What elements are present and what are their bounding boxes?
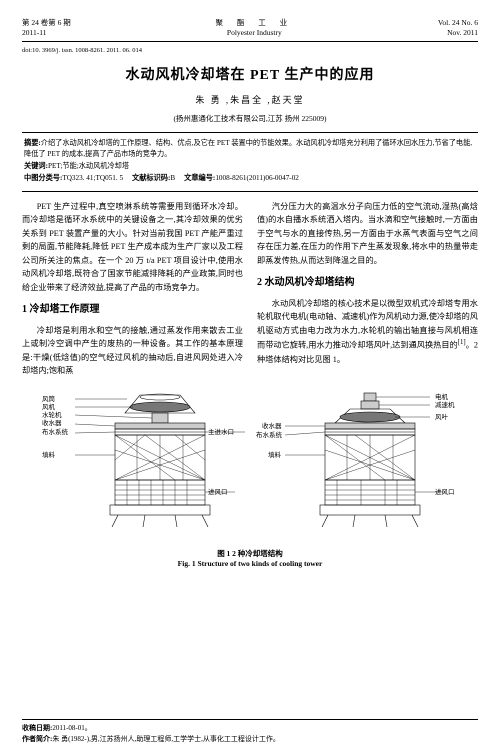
label-shoushuiqi-l: 收水器 [42, 418, 62, 427]
label-tianliao-l: 填料 [42, 450, 56, 459]
received-label: 收稿日期: [22, 724, 52, 732]
keywords-text: PET;节能;水动风机冷却塔 [48, 162, 129, 170]
author-bio: 朱 勇(1982-),男,江苏扬州人,助理工程师,工学学士,从事化工工程设计工作… [52, 735, 280, 743]
right-column: 汽分压力大的高温水分子向压力低的空气流动,湿热(高焓值)的水自播水系统洒入塔内。… [257, 200, 478, 380]
journal-name-en: Polyester Industry [216, 28, 294, 38]
reference-1: [1] [458, 339, 466, 346]
article-id-label: 文章编号: [184, 174, 215, 182]
section-2-paragraph: 水动风机冷却塔的核心技术是以微型双机式冷却塔专用水轮机取代电机(电动轴、减速机)… [257, 297, 478, 366]
right-paragraph-1: 汽分压力大的高温水分子向压力低的空气流动,湿热(高焓值)的水自播水系统洒入塔内。… [257, 200, 478, 268]
volume-en: Vol. 24 No. 6 [438, 18, 478, 28]
date-en: Nov. 2011 [438, 28, 478, 38]
label-tianliao-r: 填料 [268, 450, 282, 459]
label-jinfeng-l: 进风口 [208, 488, 228, 496]
article-footer: 收稿日期:2011-08-01。 作者简介:朱 勇(1982-),男,江苏扬州人… [22, 719, 478, 744]
clc-label: 中图分类号: [24, 174, 62, 182]
received-date-line: 收稿日期:2011-08-01。 [22, 723, 478, 734]
section-1-heading: 1 冷却塔工作原理 [22, 302, 243, 319]
label-jinfeng-r: 进风口 [435, 488, 455, 496]
issue-date: 2011-11 [22, 28, 71, 38]
journal-name-cn: 聚 酯 工 业 [216, 18, 294, 28]
abstract-text: 介绍了水动风机冷却塔的工作原理、结构、优点,及它在 PET 装置中的节能效果。水… [24, 139, 472, 158]
received-date: 2011-08-01。 [52, 724, 91, 732]
affiliation: (扬州惠通化工技术有限公司,江苏 扬州 225009) [22, 113, 478, 124]
journal-header: 第 24 卷第 6 期 2011-11 聚 酯 工 业 Polyester In… [22, 18, 478, 42]
label-dianji: 电机 [435, 392, 449, 401]
label-jiansuji: 减速机 [435, 400, 455, 409]
label-fengtong: 风筒 [42, 394, 56, 403]
abstract-block: 摘要:介绍了水动风机冷却塔的工作原理、结构、优点,及它在 PET 装置中的节能效… [22, 132, 478, 192]
keywords-line: 关键词:PET;节能;水动风机冷却塔 [24, 161, 476, 172]
abstract-line: 摘要:介绍了水动风机冷却塔的工作原理、结构、优点,及它在 PET 装置中的节能效… [24, 138, 476, 160]
classification-line: 中图分类号:TQ323. 41;TQ051. 5 文献标识码:B 文章编号:10… [24, 173, 476, 184]
section-2-heading: 2 水动风机冷却塔结构 [257, 275, 478, 292]
label-shoushuiqi-r: 收水器 [262, 421, 282, 430]
cooling-tower-diagram: 风筒 风机 水轮机 收水器 布水系统 填料 主进水口 进风口 [40, 390, 460, 545]
author-bio-label: 作者简介: [22, 735, 52, 743]
article-id: 1008-8261(2011)06-0047-02 [215, 174, 299, 182]
body-columns: PET 生产过程中,真空喷淋系统等需要用到循环水冷却。而冷却塔是循环水系统中的关… [22, 200, 478, 380]
header-center: 聚 酯 工 业 Polyester Industry [216, 18, 294, 38]
header-left: 第 24 卷第 6 期 2011-11 [22, 18, 71, 38]
label-bushui-l: 布水系统 [42, 427, 69, 436]
p2-text: 水动风机冷却塔的核心技术是以微型双机式冷却塔专用水轮机取代电机(电动轴、减速机)… [257, 299, 478, 350]
figure-caption-en: Fig. 1 Structure of two kinds of cooling… [22, 559, 478, 570]
intro-paragraph: PET 生产过程中,真空喷淋系统等需要用到循环水冷却。而冷却塔是循环水系统中的关… [22, 200, 243, 295]
label-zhujinshui: 主进水口 [208, 427, 234, 436]
abstract-label: 摘要: [24, 139, 41, 147]
section-1-paragraph: 冷却塔是利用水和空气的接触,通过蒸发作用来散去工业上或制冷空调中产生的废热的一种… [22, 324, 243, 378]
label-bushui-r: 布水系统 [256, 430, 283, 439]
doi: doi:10. 3969/j. issn. 1008-8261. 2011. 0… [22, 46, 478, 56]
authors: 朱 勇 ,朱昌全 ,赵天堂 [22, 94, 478, 108]
author-bio-line: 作者简介:朱 勇(1982-),男,江苏扬州人,助理工程师,工学学士,从事化工工… [22, 734, 478, 745]
doc-code-label: 文献标识码: [132, 174, 170, 182]
header-right: Vol. 24 No. 6 Nov. 2011 [438, 18, 478, 38]
label-shuiji: 水轮机 [42, 410, 62, 419]
left-column: PET 生产过程中,真空喷淋系统等需要用到循环水冷却。而冷却塔是循环水系统中的关… [22, 200, 243, 380]
label-fengye: 风叶 [435, 412, 449, 421]
clc-text: TQ323. 41;TQ051. 5 [62, 174, 123, 182]
doc-code: B [170, 174, 175, 182]
keywords-label: 关键词: [24, 162, 48, 170]
figure-caption: 图 1 2 种冷却塔结构 Fig. 1 Structure of two kin… [22, 549, 478, 570]
label-fengji: 风机 [42, 402, 56, 411]
volume-issue: 第 24 卷第 6 期 [22, 18, 71, 28]
article-title: 水动风机冷却塔在 PET 生产中的应用 [22, 65, 478, 86]
figure-1: 风筒 风机 水轮机 收水器 布水系统 填料 主进水口 进风口 [22, 390, 478, 570]
right-tower-labels: 电机 减速机 风叶 收水器 布水系统 填料 进风口 [256, 392, 455, 496]
figure-caption-cn: 图 1 2 种冷却塔结构 [22, 549, 478, 560]
